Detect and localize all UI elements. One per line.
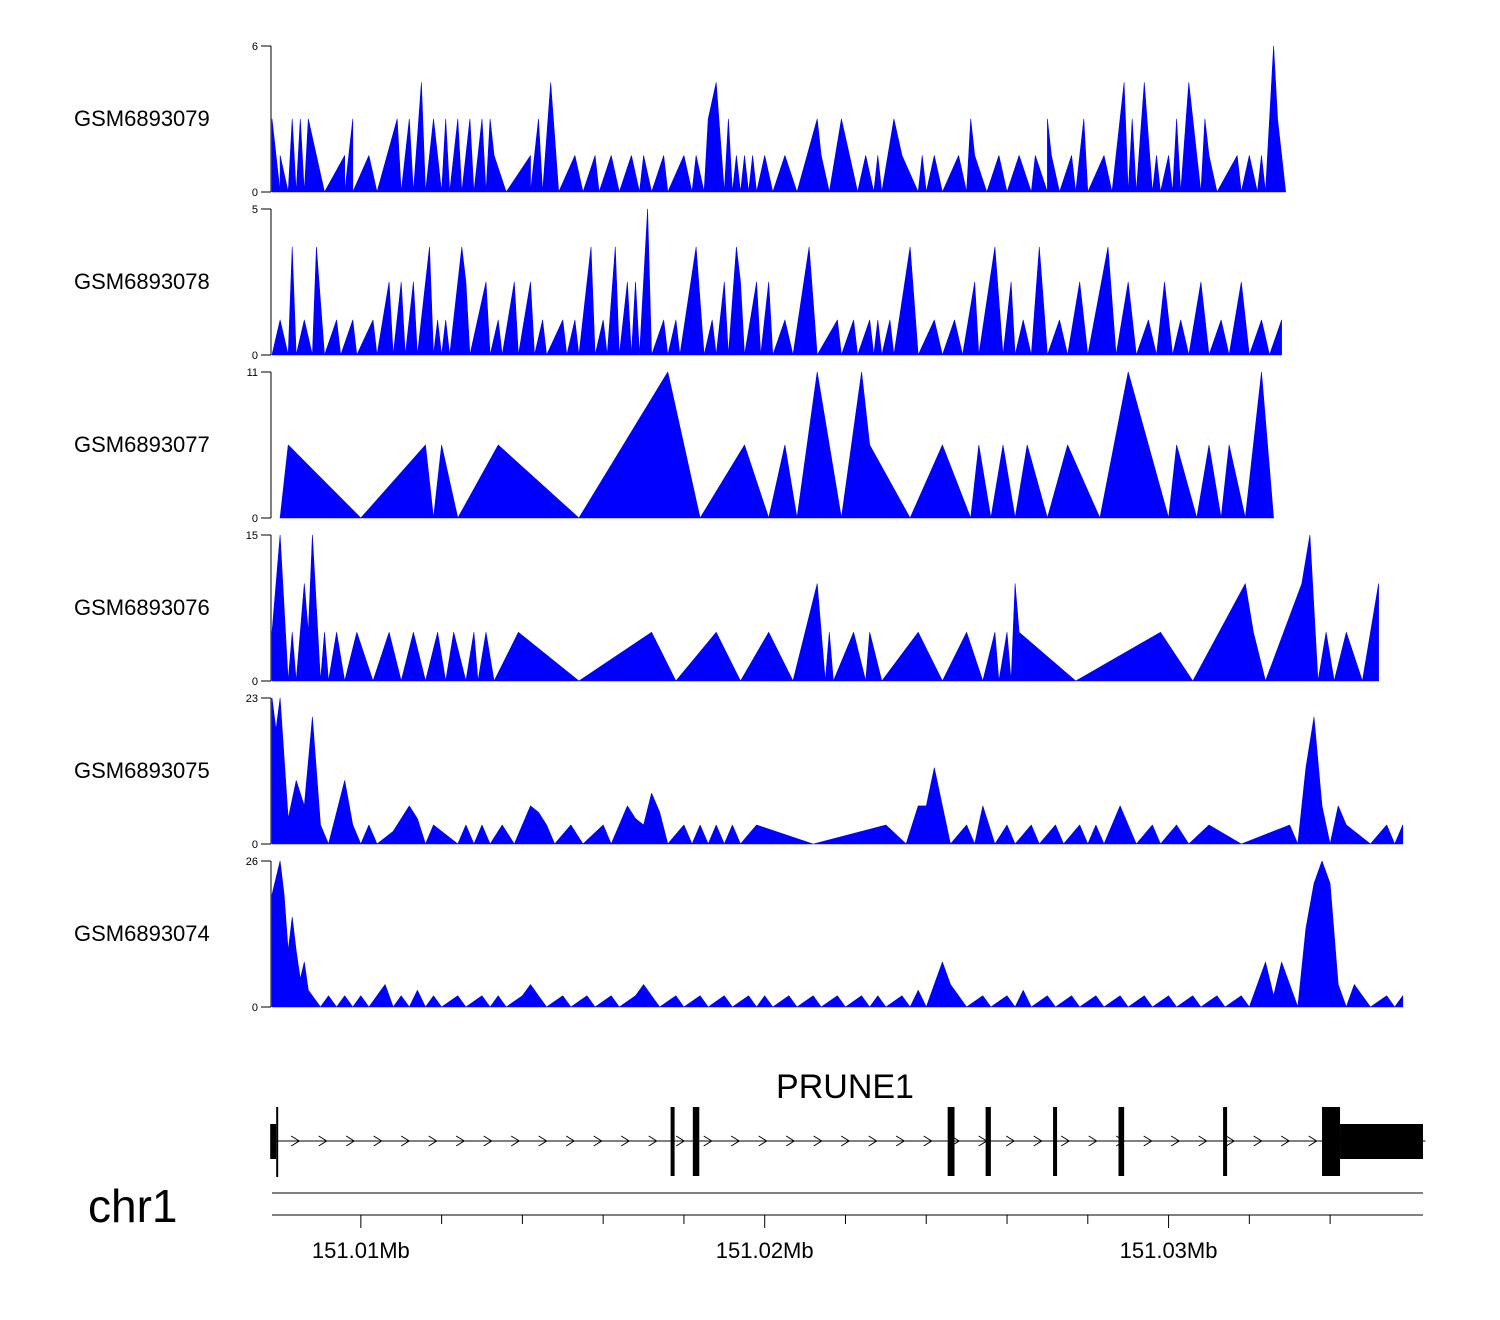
coverage-area bbox=[271, 697, 1404, 845]
strand-arrow bbox=[758, 1135, 768, 1147]
strand-arrow bbox=[1033, 1135, 1043, 1147]
strand-arrow bbox=[1280, 1135, 1291, 1147]
exon bbox=[1223, 1107, 1228, 1176]
strand-arrow bbox=[1143, 1135, 1153, 1147]
coverage-tracks: GSM689307960GSM689307850GSM6893077110GSM… bbox=[74, 41, 1404, 1014]
strand-arrow bbox=[565, 1135, 576, 1147]
y-tick-label-min: 0 bbox=[252, 1002, 258, 1014]
track-label: GSM6893076 bbox=[74, 595, 210, 620]
y-tick-label-min: 0 bbox=[252, 839, 258, 851]
strand-arrow bbox=[510, 1135, 521, 1147]
strand-arrow bbox=[1308, 1135, 1318, 1147]
exon bbox=[276, 1107, 279, 1177]
y-tick-label-min: 0 bbox=[252, 187, 258, 199]
strand-arrow bbox=[813, 1135, 823, 1147]
track-GSM6893074: GSM6893074 26 0 bbox=[74, 856, 1404, 1014]
strand-arrow bbox=[318, 1135, 328, 1147]
exon bbox=[670, 1107, 675, 1176]
x-tick-label: 151.01Mb bbox=[312, 1238, 410, 1263]
strand-arrow bbox=[483, 1135, 493, 1147]
exon bbox=[985, 1107, 991, 1176]
strand-arrow bbox=[1170, 1135, 1181, 1147]
strand-arrow bbox=[648, 1135, 658, 1147]
strand-arrow bbox=[675, 1135, 686, 1147]
strand-arrow bbox=[1005, 1135, 1016, 1147]
y-tick-label-max: 6 bbox=[252, 41, 258, 53]
gene-model bbox=[270, 1107, 1426, 1177]
y-tick-label-max: 26 bbox=[246, 856, 258, 868]
y-tick-label-max: 23 bbox=[246, 693, 258, 705]
strand-arrow bbox=[1060, 1135, 1071, 1147]
track-GSM6893077: GSM6893077 11 0 bbox=[74, 367, 1274, 525]
strand-arrow bbox=[1198, 1135, 1208, 1147]
track-label: GSM6893075 bbox=[74, 758, 210, 783]
strand-arrow bbox=[785, 1135, 796, 1147]
track-label: GSM6893077 bbox=[74, 432, 210, 457]
track-GSM6893078: GSM6893078 5 0 bbox=[74, 204, 1282, 362]
strand-arrow bbox=[730, 1135, 741, 1147]
track-GSM6893075: GSM6893075 23 0 bbox=[74, 693, 1404, 851]
exon bbox=[1053, 1107, 1058, 1176]
exon bbox=[1118, 1107, 1125, 1176]
coverage-area bbox=[271, 45, 1286, 193]
strand-arrow bbox=[1225, 1135, 1236, 1147]
y-tick-label-min: 0 bbox=[252, 676, 258, 688]
coverage-area bbox=[271, 208, 1282, 356]
genome-axis-ticks: 151.01Mb 151.02Mb 151.03Mb bbox=[312, 1215, 1331, 1263]
track-label: GSM6893074 bbox=[74, 921, 210, 946]
x-tick-label: 151.03Mb bbox=[1120, 1238, 1218, 1263]
strand-arrow bbox=[455, 1135, 466, 1147]
strand-arrow bbox=[373, 1135, 383, 1147]
exon bbox=[1322, 1107, 1341, 1176]
strand-arrow bbox=[428, 1135, 438, 1147]
y-tick-label-min: 0 bbox=[252, 513, 258, 525]
track-GSM6893079: GSM6893079 6 0 bbox=[74, 41, 1286, 199]
y-tick-label-max: 11 bbox=[247, 367, 258, 379]
strand-arrow bbox=[620, 1135, 631, 1147]
coverage-area bbox=[271, 860, 1404, 1008]
strand-arrow bbox=[868, 1135, 878, 1147]
strand-arrow bbox=[345, 1135, 356, 1147]
coverage-area bbox=[271, 534, 1379, 682]
exon bbox=[947, 1107, 955, 1176]
x-tick-label: 151.02Mb bbox=[716, 1238, 814, 1263]
gene-name-label: PRUNE1 bbox=[776, 1068, 914, 1106]
exon bbox=[692, 1107, 700, 1176]
strand-arrow bbox=[538, 1135, 548, 1147]
strand-arrow bbox=[923, 1135, 933, 1147]
track-label: GSM6893078 bbox=[74, 269, 210, 294]
exon-utr bbox=[1340, 1124, 1423, 1159]
strand-arrow bbox=[593, 1135, 603, 1147]
y-tick-label-max: 15 bbox=[246, 530, 258, 542]
y-tick-label-min: 0 bbox=[252, 350, 258, 362]
exon-utr bbox=[270, 1124, 277, 1159]
strand-arrow bbox=[840, 1135, 851, 1147]
chromosome-label: chr1 bbox=[88, 1180, 177, 1232]
strand-arrow bbox=[400, 1135, 411, 1147]
y-tick-label-max: 5 bbox=[252, 204, 258, 216]
strand-arrow bbox=[1088, 1135, 1098, 1147]
strand-arrow bbox=[290, 1135, 301, 1147]
coverage-area bbox=[279, 371, 1274, 519]
track-GSM6893076: GSM6893076 15 0 bbox=[74, 530, 1379, 688]
strand-arrow bbox=[703, 1135, 713, 1147]
strand-arrow bbox=[895, 1135, 906, 1147]
track-label: GSM6893079 bbox=[74, 106, 210, 131]
strand-arrow bbox=[1253, 1135, 1263, 1147]
